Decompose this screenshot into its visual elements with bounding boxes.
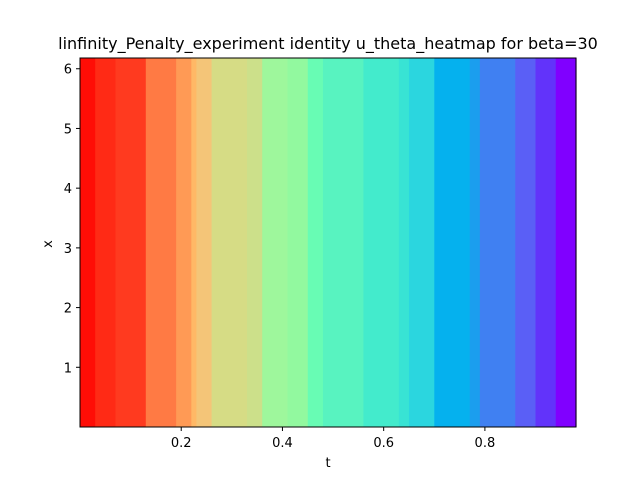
x-tick-label-0: 0.2 xyxy=(171,436,192,451)
heatmap-band-16 xyxy=(434,58,471,427)
chart-title: linfinity_Penalty_experiment identity u_… xyxy=(58,34,598,54)
heatmap-band-5 xyxy=(191,58,198,427)
heatmap-band-6 xyxy=(196,58,213,427)
y-tick-label-5: 6 xyxy=(64,63,72,78)
x-tick-label-3: 0.8 xyxy=(475,436,496,451)
y-axis-ticks: 1 2 3 4 5 6 xyxy=(64,63,80,376)
heatmap-band-15 xyxy=(408,58,435,427)
heatmap-band-19 xyxy=(515,58,537,427)
x-axis-label: t xyxy=(325,456,330,471)
heatmap-band-20 xyxy=(535,58,557,427)
heatmap-band-4 xyxy=(176,58,192,427)
heatmap-band-14 xyxy=(398,58,410,427)
heatmap-band-18 xyxy=(479,58,516,427)
heatmap-band-3 xyxy=(145,58,177,427)
plot-frame xyxy=(79,57,577,428)
heatmap-bands xyxy=(80,58,577,427)
y-tick-label-0: 1 xyxy=(64,361,72,376)
heatmap-band-21 xyxy=(555,58,577,427)
x-axis-ticks: 0.2 0.4 0.6 0.8 xyxy=(171,427,495,451)
y-tick-label-3: 4 xyxy=(64,182,72,197)
x-tick-label-2: 0.6 xyxy=(373,436,394,451)
y-tick-label-1: 2 xyxy=(64,302,72,317)
x-tick-label-1: 0.4 xyxy=(272,436,293,451)
heatmap-band-9 xyxy=(262,58,289,427)
heatmap-band-12 xyxy=(322,58,365,427)
heatmap-band-10 xyxy=(287,58,309,427)
heatmap-band-1 xyxy=(95,58,117,427)
heatmap-band-7 xyxy=(211,58,248,427)
heatmap-band-11 xyxy=(307,58,324,427)
heatmap-band-0 xyxy=(80,58,96,427)
y-tick-label-4: 5 xyxy=(64,122,72,137)
heatmap-band-17 xyxy=(469,58,481,427)
heatmap-band-8 xyxy=(247,58,263,427)
y-tick-label-2: 3 xyxy=(64,242,72,257)
heatmap-band-2 xyxy=(115,58,147,427)
y-axis-label: x xyxy=(41,240,56,248)
heatmap-band-13 xyxy=(363,58,400,427)
